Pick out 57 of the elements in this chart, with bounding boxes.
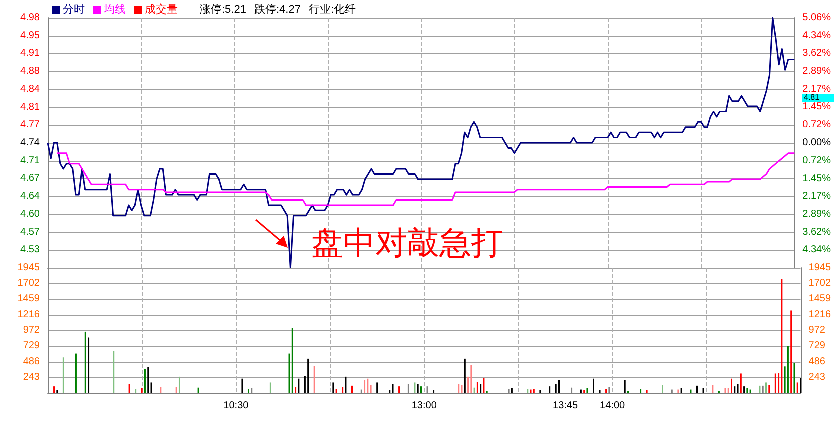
y-tick-label: 4.60 [20,208,40,220]
annotation: 盘中对敲急打 [312,224,504,262]
y2-tick-label: 4.34% [802,244,832,256]
y2-tick-label: 1702 [808,278,832,290]
y2-tick-label: 3.62% [802,48,832,60]
y-tick-label: 4.81 [20,102,40,113]
y-tick-label: 4.64 [20,191,40,202]
legend-label: 分时 [62,3,85,17]
text: 行业:化纤 [308,3,356,17]
y-tick-label: 1459 [18,294,40,305]
y-tick-label: 4.67 [20,173,40,184]
y2-tick-label: 4.34% [802,30,832,42]
y2-tick-label: 0.72% [802,120,832,131]
legend-label: 均线 [103,3,126,17]
y-tick-label: 1945 [18,262,40,274]
y2-tick-label: 1459 [808,294,832,305]
y-tick-label: 729 [23,340,40,352]
y2-tick-label: 2.17% [802,191,832,202]
y2-tick-label: 2.89% [802,208,832,220]
text: 涨停:5.21 [200,3,246,17]
y2-tick-label: 729 [808,340,826,352]
y-tick-label: 1702 [18,278,40,290]
y2-tick-label: 0.00% [802,138,832,148]
y-tick-label: 4.95 [20,30,40,42]
y2-tick-label: 486 [808,356,826,368]
y2-tick-label: 1945 [808,262,832,274]
line-series [56,152,796,206]
y2-tick-label: 2.89% [802,66,832,78]
y-tick-label: 972 [23,325,40,336]
text: 跌停:4.27 [254,3,301,17]
x-tick-label: 13:00 [412,400,438,412]
y-tick-label: 4.84 [20,84,40,95]
y2-tick-label: 3.62% [802,226,832,238]
legend-label: 成交量 [144,2,178,17]
y2-tick-label: 1216 [808,309,832,320]
y-tick-label: 4.57 [20,226,40,238]
y2-tick-label: 1.45% [802,102,832,113]
y-tick-label: 4.88 [20,66,40,78]
x-tick-label: 10:30 [224,400,250,412]
text: 4.81 [802,93,834,102]
y2-tick-label: 0.72% [802,155,832,166]
y2-tick-label: 243 [808,372,826,383]
x-tick-label: 13:45 [553,400,578,412]
y-tick-label: 486 [23,356,40,368]
y-tick-label: 243 [23,372,40,383]
x-tick-label: 14:00 [600,400,626,412]
y2-tick-label: 972 [808,325,826,336]
y2-tick-label: 2.17% [802,84,832,95]
y-tick-label: 4.91 [20,48,40,60]
y-tick-label: 4.98 [20,12,40,24]
y-tick-label: 4.71 [20,155,40,166]
y2-tick-label: 5.06% [802,12,832,24]
y2-tick-label: 1.45% [802,173,832,184]
y-tick-label: 4.53 [20,244,40,256]
y-tick-label: 4.74 [20,138,40,148]
y-tick-label: 4.77 [20,120,40,131]
y-tick-label: 1216 [18,309,40,320]
